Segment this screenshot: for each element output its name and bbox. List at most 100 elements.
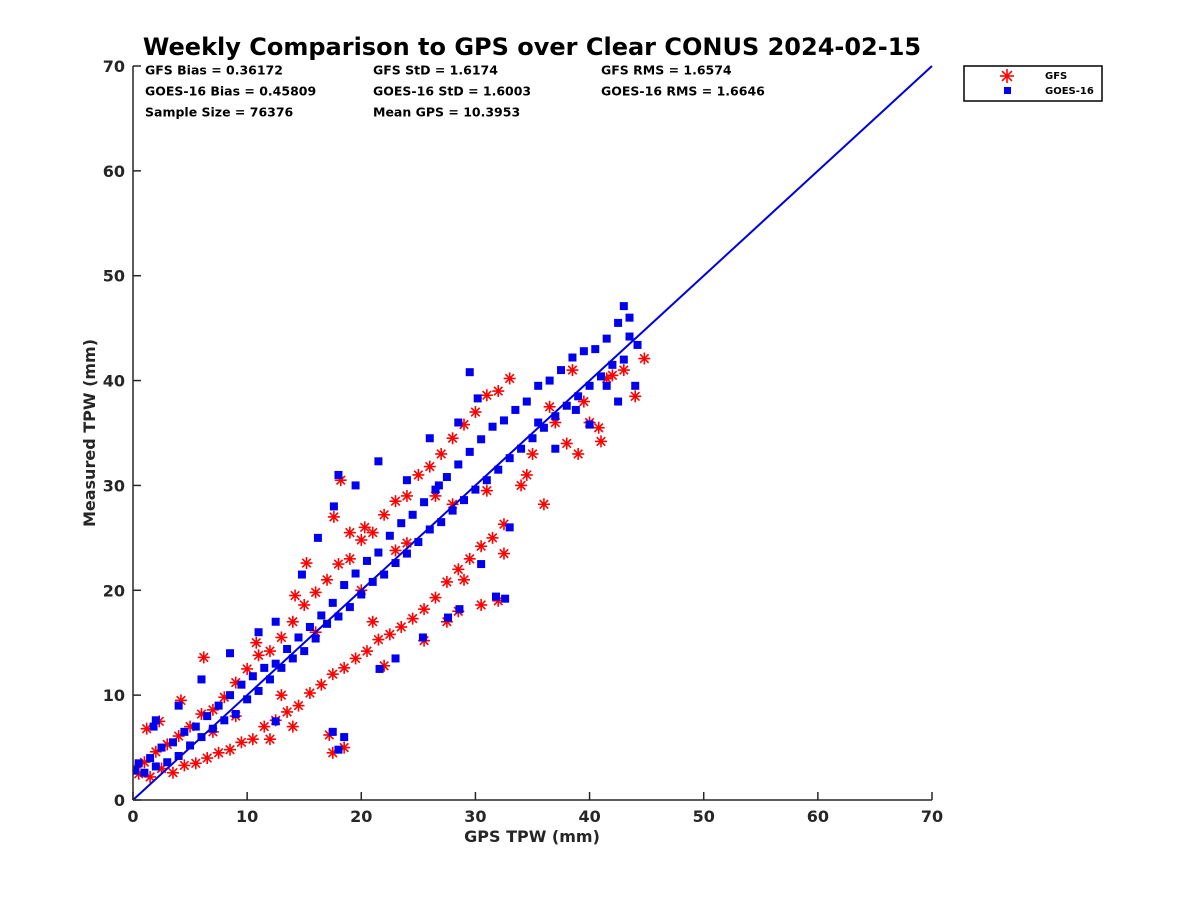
goes16-point (414, 538, 423, 547)
goes16-point (402, 476, 411, 485)
goes16-point (591, 345, 600, 354)
gfs-point (263, 733, 276, 746)
gfs-point (520, 468, 533, 481)
goes16-point (328, 727, 337, 736)
goes16-point (351, 481, 360, 490)
gfs-point (358, 521, 371, 534)
gfs-point (497, 547, 510, 560)
y-tick-label: 30 (103, 476, 125, 495)
goes16-point (297, 570, 306, 579)
gfs-point (480, 389, 493, 402)
gfs-point (275, 689, 288, 702)
goes16-point (368, 577, 377, 586)
goes16-point (149, 722, 158, 731)
goes16-point (133, 766, 140, 775)
goes16-point (174, 751, 183, 760)
gfs-point (458, 573, 471, 586)
goes16-point (477, 560, 486, 569)
gfs-point (140, 722, 153, 735)
gfs-point (315, 678, 328, 691)
gfs-point (592, 421, 605, 434)
goes16-point (197, 675, 206, 684)
stat-text: Sample Size = 76376 (145, 105, 294, 120)
gfs-point (286, 615, 299, 628)
gfs-point (300, 557, 313, 570)
goes16-point (465, 368, 474, 377)
stat-text: GFS Bias = 0.36172 (145, 63, 283, 78)
legend-gfs-asterisk-icon (1000, 69, 1014, 83)
goes16-point (260, 663, 269, 672)
gfs-point (372, 633, 385, 646)
goes16-point (231, 710, 240, 719)
goes16-point (226, 691, 235, 700)
goes16-point (328, 598, 337, 607)
goes16-point (214, 701, 223, 710)
goes16-point (539, 423, 548, 432)
x-tick-label: 20 (350, 807, 372, 826)
goes16-point (482, 476, 491, 485)
gfs-point (349, 652, 362, 665)
gfs-point (224, 743, 237, 756)
y-tick-label: 20 (103, 581, 125, 600)
gfs-point (617, 364, 630, 377)
goes16-point (619, 355, 628, 364)
gfs-point (378, 508, 391, 521)
gfs-point (212, 746, 225, 759)
gfs-point (389, 495, 402, 508)
goes16-point (271, 617, 280, 626)
goes16-point (226, 649, 235, 658)
gfs-point (258, 720, 271, 733)
goes16-point (191, 722, 200, 731)
goes16-point (374, 457, 383, 466)
goes16-point (220, 716, 229, 725)
goes16-point (602, 334, 611, 343)
gfs-point (326, 668, 339, 681)
goes16-point (186, 741, 195, 750)
goes16-point (528, 434, 537, 443)
gfs-point (303, 687, 316, 700)
goes16-point (545, 376, 554, 385)
gfs-point (440, 575, 453, 588)
goes16-point (579, 347, 588, 356)
goes16-point (534, 418, 543, 427)
stat-text: GOES-16 RMS = 1.6646 (601, 84, 765, 99)
y-tick-label: 10 (103, 686, 125, 705)
legend: GFS GOES-16 (963, 65, 1103, 102)
goes16-point (254, 628, 263, 637)
goes16-point (334, 612, 343, 621)
goes16-point (283, 645, 292, 654)
goes16-point (571, 405, 580, 414)
goes16-point (265, 675, 274, 684)
gfs-point (281, 705, 294, 718)
legend-box (963, 65, 1103, 102)
stats-annotations: GFS Bias = 0.36172 GFS StD = 1.6174 GFS RM… (145, 63, 765, 120)
gfs-point (492, 385, 505, 398)
goes16-point (317, 611, 326, 620)
gfs-point (526, 447, 539, 460)
goes16-point (562, 401, 571, 410)
goes16-point (551, 444, 560, 453)
goes16-point (568, 353, 577, 362)
gfs-point (292, 699, 305, 712)
gfs-point (338, 661, 351, 674)
goes16-point (357, 590, 366, 599)
goes16-point (288, 654, 297, 663)
goes16-point (619, 302, 628, 311)
stat-text: GFS RMS = 1.6574 (601, 63, 732, 78)
gfs-point (289, 589, 302, 602)
goes16-point (375, 664, 384, 673)
goes16-point (351, 569, 360, 578)
y-tick-label: 60 (103, 162, 125, 181)
goes16-point (313, 533, 322, 542)
goes16-point (425, 525, 434, 534)
goes16-point (494, 465, 503, 474)
gfs-point (446, 432, 459, 445)
gfs-point (475, 598, 488, 611)
goes16-point (488, 422, 497, 431)
gfs-point (327, 510, 340, 523)
goes16-point (294, 633, 303, 642)
gfs-point (366, 615, 379, 628)
gfs-point (263, 645, 276, 658)
goes16-point (633, 340, 642, 349)
goes16-point (614, 318, 623, 327)
